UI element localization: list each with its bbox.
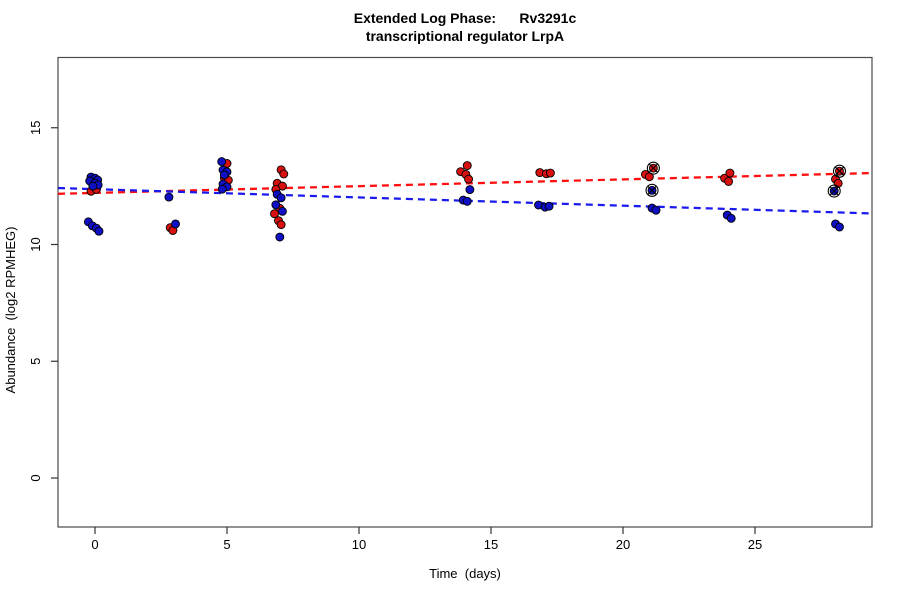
blue-series-point — [219, 170, 229, 180]
y-tick-label: 5 — [28, 358, 43, 365]
blue-series-point — [217, 184, 227, 194]
marker-ring — [832, 164, 847, 178]
y-tick-label: 0 — [28, 474, 43, 481]
blue-series-trendline — [58, 186, 872, 215]
blue-series-circled-outlier — [827, 184, 841, 198]
blue-series-point — [462, 196, 472, 206]
blue-series-point — [726, 213, 736, 223]
marker-cross-line — [829, 186, 839, 196]
red-series-point — [724, 177, 734, 186]
marker-cross-line — [834, 166, 845, 176]
blue-series-point — [94, 226, 104, 236]
blue-series-point — [271, 200, 281, 210]
chart-title-line2: transcriptional regulator LrpA — [366, 28, 564, 44]
x-tick-label: 25 — [748, 537, 762, 552]
red-series-circled-outlier — [832, 164, 847, 178]
red-series-trendline — [58, 171, 872, 195]
marker-ring — [827, 184, 841, 198]
red-series-point — [725, 168, 735, 178]
y-tick-label: 10 — [28, 237, 43, 251]
marker-cross-line — [647, 185, 657, 195]
chart-title-line1: Extended Log Phase: Rv3291c — [354, 10, 577, 26]
red-series-point — [276, 220, 286, 230]
blue-series-point — [275, 232, 285, 242]
x-tick-label: 5 — [223, 537, 230, 552]
data-points-layer — [83, 157, 844, 242]
x-tick-label: 15 — [484, 537, 498, 552]
blue-series-point — [164, 192, 174, 202]
trendlines-layer — [58, 171, 872, 215]
blue-series-point — [835, 222, 844, 232]
y-axis-title: Abundance (log2 RPMHEG) — [3, 227, 18, 394]
x-tick-label: 0 — [91, 537, 98, 552]
x-axis-title: Time (days) — [429, 566, 501, 581]
red-series-point — [462, 161, 472, 171]
blue-series-point — [276, 193, 286, 203]
marker-ring — [645, 183, 659, 197]
x-tick-label: 20 — [616, 537, 630, 552]
marker-cross-line — [648, 163, 658, 173]
red-series-point — [279, 169, 289, 179]
blue-series-point — [217, 157, 227, 167]
x-tick-label: 10 — [352, 537, 366, 552]
y-tick-label: 15 — [28, 121, 43, 135]
blue-series-point — [171, 219, 180, 229]
red-series-point — [464, 174, 474, 184]
blue-series-point — [277, 206, 287, 216]
blue-series-circled-outlier — [645, 183, 659, 197]
red-series-circled-outlier — [646, 161, 660, 175]
circled-outlier-markers-layer — [645, 161, 847, 198]
blue-series-point — [651, 205, 661, 215]
blue-series-point — [465, 185, 475, 195]
red-series-point — [270, 209, 279, 219]
red-series-point — [545, 168, 555, 178]
plot-box — [57, 56, 873, 528]
blue-series-point — [544, 201, 554, 211]
blue-series-point — [88, 181, 98, 191]
marker-ring — [646, 161, 660, 175]
axes-ticks-layer: 0 5 10 15 20 25 0 5 10 15 — [28, 121, 762, 552]
